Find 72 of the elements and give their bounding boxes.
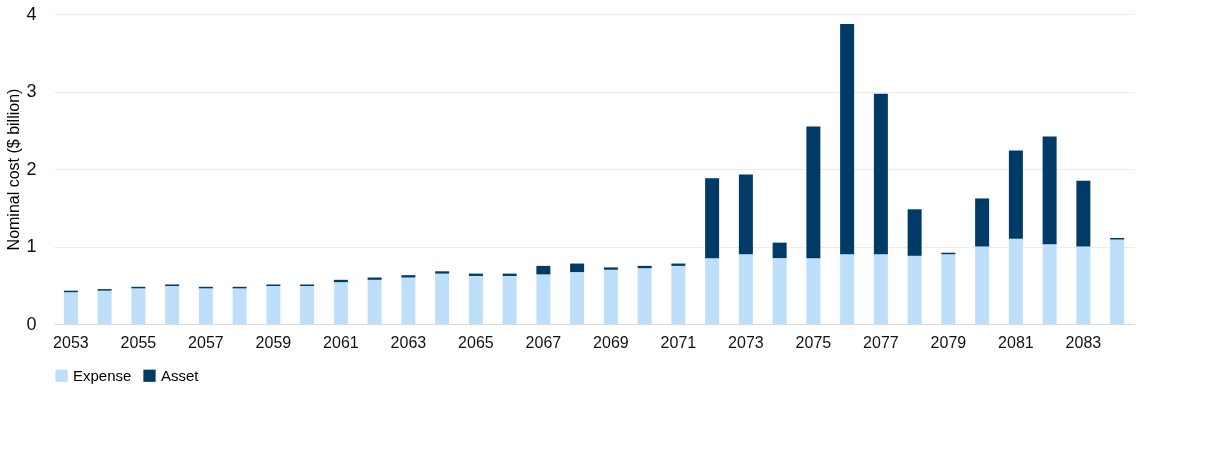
- bar: [97, 290, 112, 324]
- bar: [671, 265, 686, 324]
- bar: [772, 242, 787, 259]
- bar: [401, 277, 416, 324]
- bar: [806, 258, 821, 324]
- bar: [1008, 238, 1023, 324]
- x-tick-label: 2071: [660, 333, 697, 351]
- x-tick-label: 2065: [458, 333, 494, 351]
- y-tick-label: 3: [26, 81, 37, 101]
- x-tick-label: 2063: [390, 333, 427, 351]
- x-tick-label: 2053: [53, 333, 89, 351]
- x-tick-label: 2069: [593, 333, 629, 351]
- bar: [300, 286, 315, 324]
- bar: [367, 279, 382, 324]
- bar: [907, 209, 922, 256]
- bar: [570, 263, 585, 273]
- bar: [435, 271, 450, 274]
- legend-label: Asset: [161, 366, 200, 384]
- bar: [502, 275, 517, 324]
- bar: [840, 24, 855, 255]
- bar: [1042, 244, 1057, 324]
- bar: [637, 268, 652, 324]
- bar: [435, 273, 450, 324]
- bar: [266, 286, 281, 324]
- bar: [975, 246, 990, 324]
- bar: [840, 254, 855, 324]
- bar: [401, 275, 416, 278]
- y-tick-label: 4: [26, 3, 37, 24]
- bar: [536, 265, 551, 275]
- y-axis-title: Nominal cost ($ billion): [5, 88, 23, 251]
- x-tick-label: 2059: [255, 333, 292, 351]
- y-tick-label: 0: [26, 313, 37, 334]
- bar: [705, 258, 720, 324]
- x-tick-label: 2081: [998, 333, 1034, 351]
- bar: [772, 258, 787, 324]
- x-tick-label: 2083: [1065, 333, 1102, 351]
- bar: [1042, 136, 1057, 245]
- bar: [806, 126, 821, 259]
- bar: [873, 93, 888, 255]
- bar: [63, 292, 78, 324]
- x-tick-label: 2067: [525, 333, 562, 351]
- bar: [603, 269, 618, 324]
- legend-label: Expense: [73, 366, 132, 384]
- bar: [333, 282, 348, 324]
- y-tick-label: 2: [26, 158, 37, 179]
- bar: [907, 255, 922, 324]
- x-tick-label: 2079: [930, 333, 967, 351]
- bar: [131, 288, 146, 324]
- bar: [536, 274, 551, 324]
- bar: [232, 288, 247, 324]
- bar: [603, 267, 618, 270]
- bar: [468, 275, 483, 324]
- x-tick-label: 2077: [863, 333, 899, 351]
- bar: [165, 286, 180, 324]
- x-tick-label: 2075: [795, 333, 832, 351]
- bar: [738, 174, 753, 255]
- bar: [1076, 246, 1091, 324]
- x-tick-label: 2061: [323, 333, 359, 351]
- bar: [873, 254, 888, 324]
- bar: [1110, 239, 1125, 324]
- bar: [975, 198, 990, 247]
- x-tick-label: 2055: [120, 333, 157, 351]
- bar: [738, 254, 753, 324]
- bar: [941, 254, 956, 324]
- bar: [198, 288, 213, 324]
- bar: [570, 272, 585, 324]
- bar: [1008, 150, 1023, 239]
- bar: [705, 178, 720, 259]
- bar: [1076, 180, 1091, 247]
- y-tick-label: 1: [26, 236, 37, 256]
- x-tick-label: 2057: [188, 333, 224, 351]
- x-tick-label: 2073: [728, 333, 764, 351]
